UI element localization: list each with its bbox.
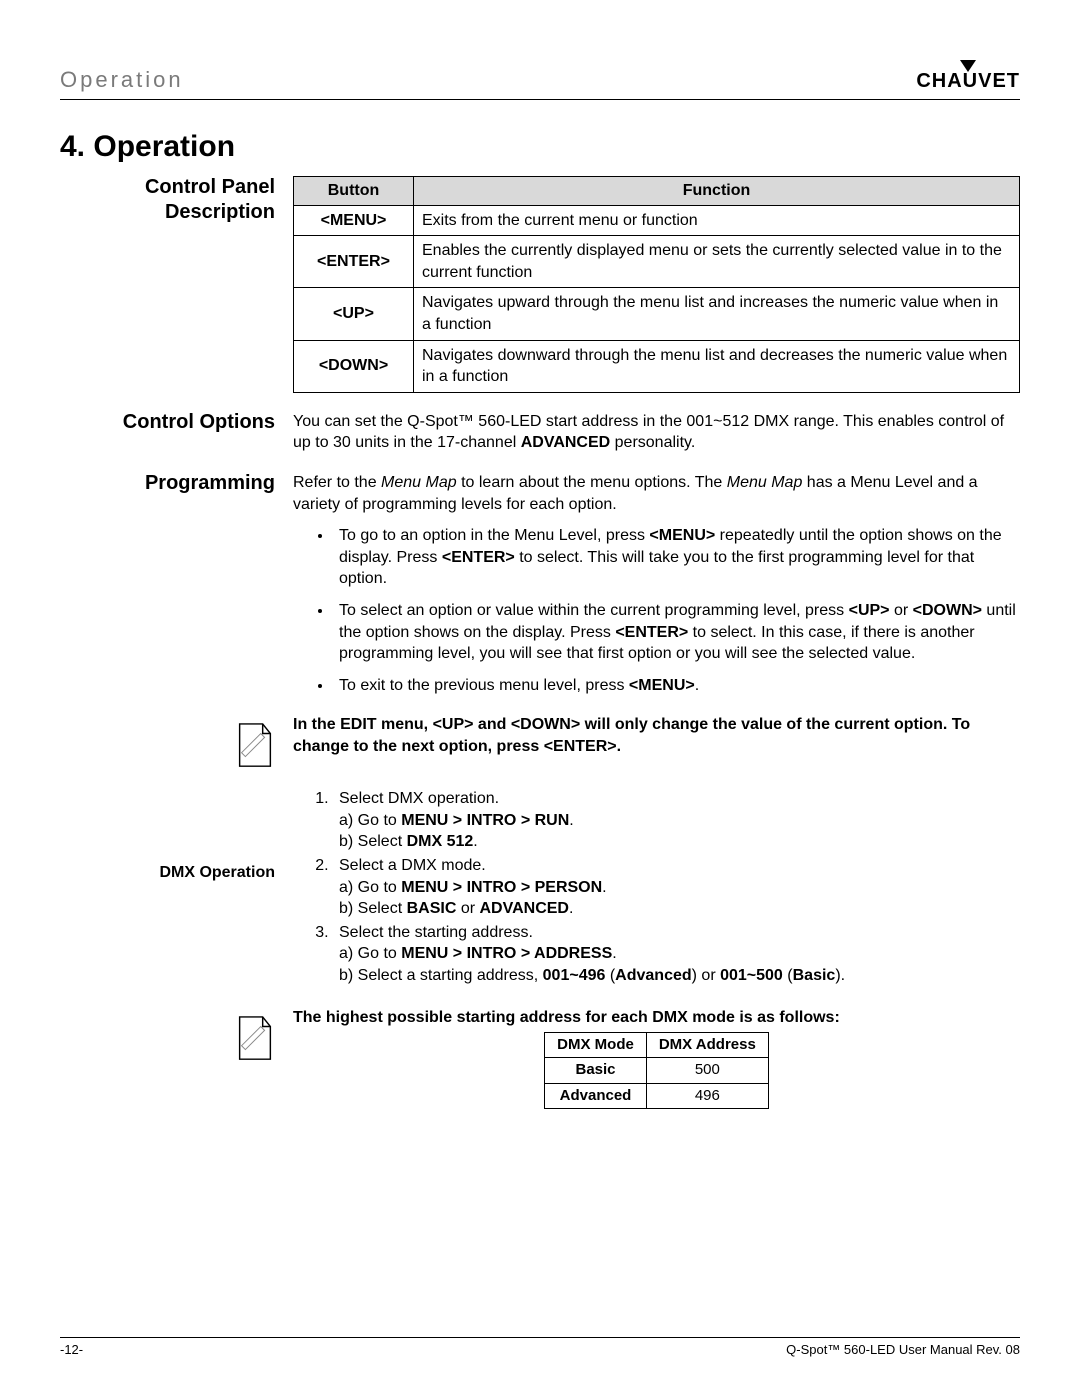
table-row: Basic 500 xyxy=(545,1058,769,1083)
table-cell-function: Enables the currently displayed menu or … xyxy=(414,236,1020,288)
dmx-steps: Select DMX operation. a) Go to MENU > IN… xyxy=(293,788,1020,986)
page-number: -12- xyxy=(60,1342,83,1357)
table-row: <DOWN> Navigates downward through the me… xyxy=(294,340,1020,392)
control-options-text: You can set the Q-Spot™ 560-LED start ad… xyxy=(293,411,1020,454)
list-item: To exit to the previous menu level, pres… xyxy=(333,675,1020,697)
section-heading-control-panel-1: Control Panel xyxy=(60,176,275,199)
page-header: Operation CHAUVET xyxy=(60,60,1020,100)
table-row: <ENTER> Enables the currently displayed … xyxy=(294,236,1020,288)
section-heading-control-options: Control Options xyxy=(60,411,275,434)
table-cell-button: <DOWN> xyxy=(294,340,414,392)
table-header-function: Function xyxy=(414,177,1020,206)
dmx-note-title: The highest possible starting address fo… xyxy=(293,1007,1020,1029)
table-cell-function: Exits from the current menu or function xyxy=(414,205,1020,236)
note-icon xyxy=(235,722,275,770)
list-item: To go to an option in the Menu Level, pr… xyxy=(333,525,1020,590)
section-heading-dmx: DMX Operation xyxy=(60,864,275,882)
list-item: Select a DMX mode. a) Go to MENU > INTRO… xyxy=(333,855,1020,920)
section-heading-programming: Programming xyxy=(60,472,275,495)
table-header-address: DMX Address xyxy=(646,1033,768,1058)
table-cell-function: Navigates upward through the menu list a… xyxy=(414,288,1020,340)
table-cell-button: <UP> xyxy=(294,288,414,340)
note-icon xyxy=(235,1015,275,1063)
table-cell-button: <ENTER> xyxy=(294,236,414,288)
table-cell-mode: Basic xyxy=(545,1058,647,1083)
programming-intro: Refer to the Menu Map to learn about the… xyxy=(293,472,1020,515)
page-footer: -12- Q-Spot™ 560-LED User Manual Rev. 08 xyxy=(60,1337,1020,1357)
table-header-mode: DMX Mode xyxy=(545,1033,647,1058)
control-panel-table: Button Function <MENU> Exits from the cu… xyxy=(293,176,1020,393)
list-item: Select the starting address. a) Go to ME… xyxy=(333,922,1020,987)
logo-text: CHAUVET xyxy=(916,70,1020,93)
table-cell-function: Navigates downward through the menu list… xyxy=(414,340,1020,392)
doc-title: Q-Spot™ 560-LED User Manual Rev. 08 xyxy=(786,1342,1020,1357)
list-item: Select DMX operation. a) Go to MENU > IN… xyxy=(333,788,1020,853)
table-header-button: Button xyxy=(294,177,414,206)
table-cell-address: 496 xyxy=(646,1083,768,1108)
list-item: To select an option or value within the … xyxy=(333,600,1020,665)
section-heading-control-panel-2: Description xyxy=(60,201,275,224)
breadcrumb: Operation xyxy=(60,67,184,93)
table-cell-address: 500 xyxy=(646,1058,768,1083)
table-row: <MENU> Exits from the current menu or fu… xyxy=(294,205,1020,236)
programming-bullets: To go to an option in the Menu Level, pr… xyxy=(293,525,1020,696)
programming-note: In the EDIT menu, <UP> and <DOWN> will o… xyxy=(293,714,1020,757)
table-row: Advanced 496 xyxy=(545,1083,769,1108)
page-title: 4. Operation xyxy=(60,130,1020,164)
table-cell-button: <MENU> xyxy=(294,205,414,236)
brand-logo: CHAUVET xyxy=(916,60,1020,93)
table-cell-mode: Advanced xyxy=(545,1083,647,1108)
table-row: <UP> Navigates upward through the menu l… xyxy=(294,288,1020,340)
dmx-mode-table: DMX Mode DMX Address Basic 500 Advanced … xyxy=(544,1032,769,1109)
